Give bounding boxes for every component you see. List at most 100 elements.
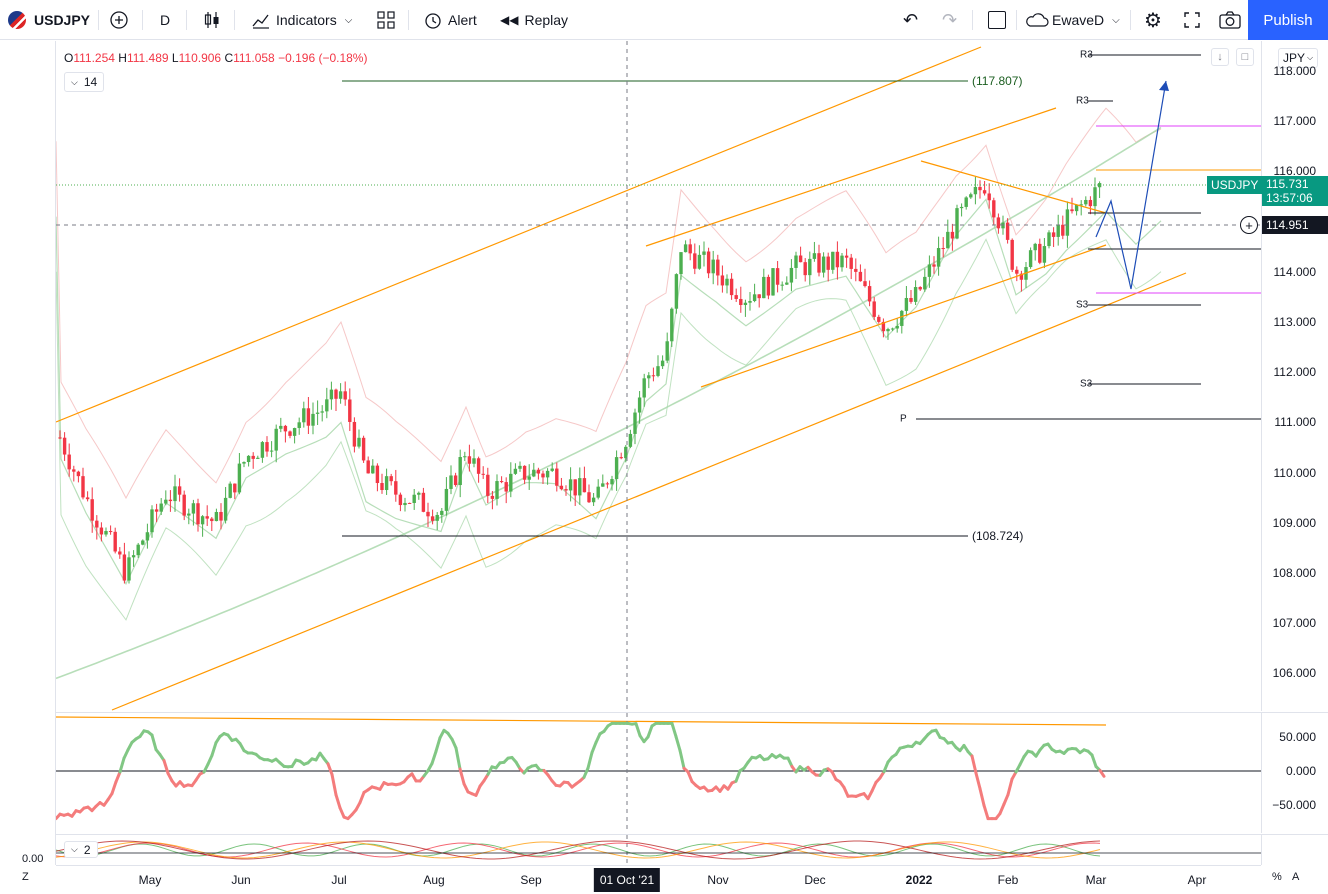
percent-scale-button[interactable]: % [1272, 871, 1282, 883]
candle-body [932, 264, 936, 267]
chart-type-button[interactable] [202, 0, 222, 40]
open-value: 111.254 [73, 51, 115, 65]
candle-body [973, 186, 978, 195]
pivot-label: S3 [1080, 378, 1093, 390]
compare-button[interactable] [108, 0, 130, 40]
main-price-pane[interactable] [56, 41, 1261, 711]
projection-arrowhead [1159, 81, 1169, 91]
rsi-segment [1090, 753, 1098, 768]
candle-body [1079, 204, 1083, 206]
candle-body [329, 389, 334, 400]
rsi-pane[interactable] [56, 712, 1261, 833]
candle-body [292, 428, 297, 436]
layout-name-button[interactable]: EwaveD ⌵ [1024, 0, 1120, 40]
candle-body [900, 310, 904, 326]
time-tick-label: Mar [1085, 873, 1107, 887]
rsi-segment [734, 769, 742, 783]
zoom-mode-label: Z [22, 871, 29, 883]
rsi-segment [998, 802, 1006, 816]
redo-button[interactable]: ↷ [942, 0, 957, 40]
candle-body [127, 557, 131, 581]
snapshot-button[interactable] [1218, 0, 1242, 40]
rsi-segment [118, 756, 126, 774]
price-tick-label: 108.000 [1272, 566, 1316, 580]
rsi-segment [326, 762, 334, 776]
candle-body [444, 488, 449, 511]
lower-axis-value: 0.00 [22, 853, 44, 865]
rsi-segment [122, 748, 130, 760]
candle-body [559, 485, 564, 490]
top-toolbar: USDJPY D Indicators ⌵ Alert ◀◀ Replay ↶ … [0, 0, 1328, 40]
oscillator-canvas [56, 713, 1261, 833]
undo-button[interactable]: ↶ [903, 0, 918, 40]
lower-indicator-pane[interactable] [56, 834, 1261, 865]
square-icon [988, 11, 1006, 29]
candle-body [62, 437, 67, 455]
candle-body [348, 399, 352, 422]
candle-body [200, 516, 205, 525]
trend-channel-line [645, 107, 1057, 247]
auto-scale-button[interactable]: A [1292, 871, 1299, 883]
candle-body [555, 468, 559, 486]
candle-body [587, 492, 591, 503]
candle-body [780, 284, 784, 286]
candle-body [1056, 224, 1060, 237]
indicator-length-box[interactable]: ⌵ 14 [64, 72, 105, 92]
candle-body [1038, 243, 1042, 263]
interval-button[interactable]: D [160, 0, 170, 40]
candle-body [568, 479, 573, 491]
indicators-button[interactable]: Indicators ⌵ [250, 0, 352, 40]
candle-body [840, 255, 844, 268]
rsi-tick-label: 0.000 [1285, 764, 1316, 778]
time-axis[interactable]: May Jun Jul Aug Sep Nov Dec 2022 Feb Mar Apr 01 Oct… [56, 865, 1261, 894]
candle-body [904, 297, 909, 311]
candle-body [647, 375, 651, 379]
layout-name-label: EwaveD [1052, 12, 1105, 28]
scroll-down-button[interactable]: ↓ [1211, 48, 1229, 66]
price-axis[interactable]: JPY ⌵ 118.000117.000116.000115.000114.00… [1261, 41, 1328, 711]
percent-label: % [1272, 871, 1282, 883]
rsi-segment [210, 741, 218, 757]
candle-body [527, 476, 531, 480]
candle-body [982, 190, 987, 194]
maximize-pane-button[interactable]: □ [1236, 48, 1254, 66]
rsi-segment [978, 787, 986, 807]
currency-selector[interactable]: JPY ⌵ [1278, 48, 1319, 68]
publish-button[interactable]: Publish [1248, 0, 1328, 40]
symbol-label: USDJPY [34, 12, 91, 28]
price-tick-label: 109.000 [1272, 515, 1316, 530]
publish-label: Publish [1263, 11, 1313, 29]
rsi-segment [670, 721, 678, 739]
lower-indicator-length-box[interactable]: ⌵ 2 [64, 841, 98, 858]
price-tick-label: 106.000 [1272, 666, 1316, 681]
candle-body [683, 244, 688, 253]
price-tick-label: 116.000 [1273, 164, 1317, 179]
candle-body [417, 492, 421, 495]
gear-icon: ⚙ [1144, 9, 1162, 32]
candle-body [771, 268, 775, 296]
price-tick-label: 107.000 [1272, 616, 1316, 631]
candle-body [467, 456, 472, 464]
candle-body [1028, 250, 1033, 268]
symbol-search-button[interactable]: USDJPY [8, 0, 90, 40]
alert-button[interactable]: Alert [422, 0, 477, 40]
candle-body [260, 442, 265, 458]
bar-countdown: 13:57:06 [1266, 191, 1313, 205]
replay-button[interactable]: ◀◀ Replay [500, 0, 568, 40]
layout-button[interactable] [988, 0, 1006, 40]
candle-body [642, 378, 646, 398]
candle-body [1033, 243, 1037, 251]
fullscreen-button[interactable] [1182, 0, 1202, 40]
candle-body [867, 286, 872, 302]
rsi-segment [870, 780, 878, 793]
undo-icon: ↶ [903, 9, 919, 30]
candle-body [412, 494, 416, 504]
settings-button[interactable]: ⚙ [1144, 0, 1162, 40]
candle-body [1051, 232, 1056, 237]
candle-body [688, 244, 692, 254]
candle-body [725, 278, 729, 286]
lower-level-label: (108.724) [972, 529, 1024, 543]
templates-button[interactable] [376, 0, 396, 40]
crosshair-add-button[interactable]: + [1240, 216, 1258, 234]
zoom-mode-button[interactable]: Z [22, 871, 29, 883]
